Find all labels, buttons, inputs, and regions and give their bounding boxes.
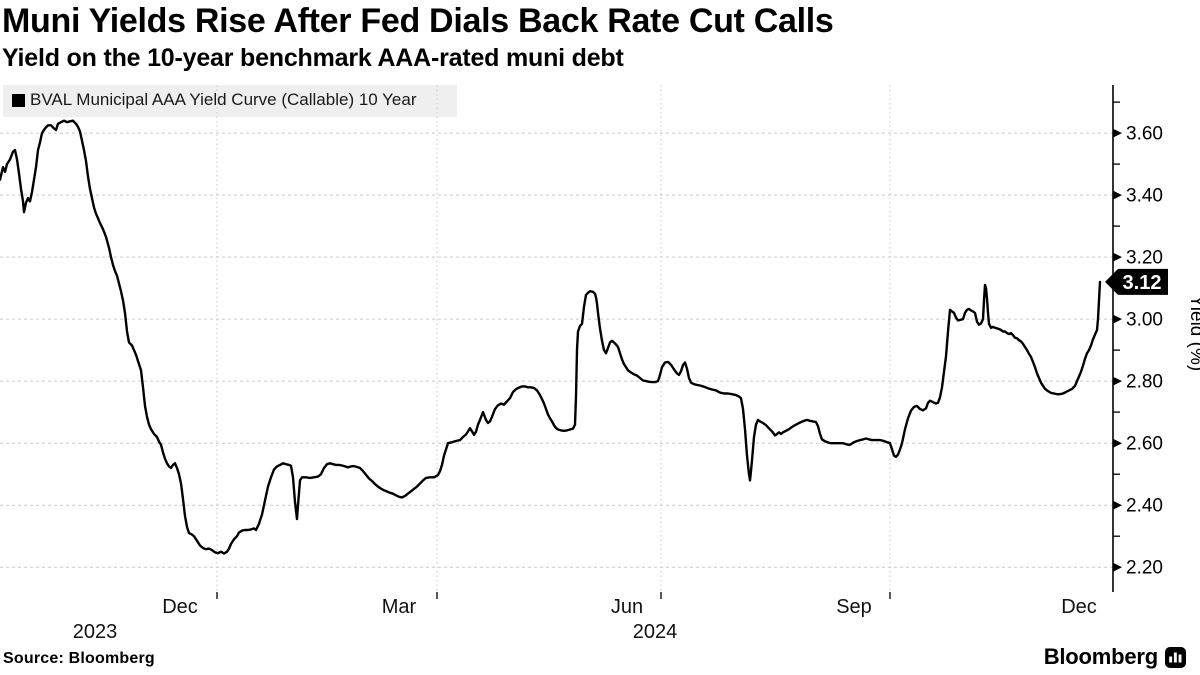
legend: BVAL Municipal AAA Yield Curve (Callable… [12, 90, 417, 110]
y-tick-arrow [1113, 314, 1122, 324]
y-tick-arrow [1113, 376, 1122, 386]
y-tick-label: 3.00 [1126, 310, 1163, 331]
x-month-label: Dec [162, 596, 198, 618]
x-year-label: 2024 [632, 621, 678, 643]
y-tick-label: 2.40 [1126, 496, 1163, 517]
bloomberg-logo-text: Bloomberg [1043, 644, 1159, 669]
y-tick-arrow [1113, 128, 1122, 138]
y-tick-arrow [1113, 190, 1122, 200]
legend-background [3, 85, 457, 117]
y-tick-arrow [1113, 562, 1122, 572]
source-note: Source: Bloomberg [3, 650, 155, 667]
legend-swatch [12, 93, 25, 107]
x-month-label: Mar [381, 596, 417, 618]
y-tick-label: 2.60 [1126, 434, 1163, 455]
y-tick-label: 2.20 [1126, 558, 1163, 579]
x-year-label: 2023 [72, 621, 118, 643]
y-tick-label: 3.20 [1126, 248, 1163, 269]
y-tick-label: 2.80 [1126, 372, 1163, 393]
page-subtitle: Yield on the 10-year benchmark AAA-rated… [2, 44, 624, 72]
bloomberg-chart-icon [1165, 646, 1186, 668]
y-tick-label: 3.40 [1126, 186, 1163, 207]
last-value-badge [1105, 268, 1168, 295]
y-tick-arrow [1113, 500, 1122, 510]
page-title: Muni Yields Rise After Fed Dials Back Ra… [2, 2, 834, 40]
last-value-label: 3.12 [1123, 272, 1162, 294]
x-month-label: Sep [836, 596, 872, 618]
yield-line [0, 119, 1102, 555]
y-tick-arrow [1113, 438, 1122, 448]
x-month-label: Dec [1061, 596, 1097, 618]
chart-canvas: 3.60 3.40 3.20 3.00 2.80 2.60 2.40 2.20 3.12 Yiel… [0, 85, 1200, 599]
x-month-label: Jun [610, 596, 644, 618]
bloomberg-logo: Bloomberg [1044, 644, 1186, 670]
y-tick-arrow [1113, 252, 1122, 262]
y-tick-label: 3.60 [1126, 124, 1163, 145]
legend-label: BVAL Municipal AAA Yield Curve (Callable… [30, 90, 417, 109]
y-axis-title: Yield (%) [1186, 295, 1200, 371]
